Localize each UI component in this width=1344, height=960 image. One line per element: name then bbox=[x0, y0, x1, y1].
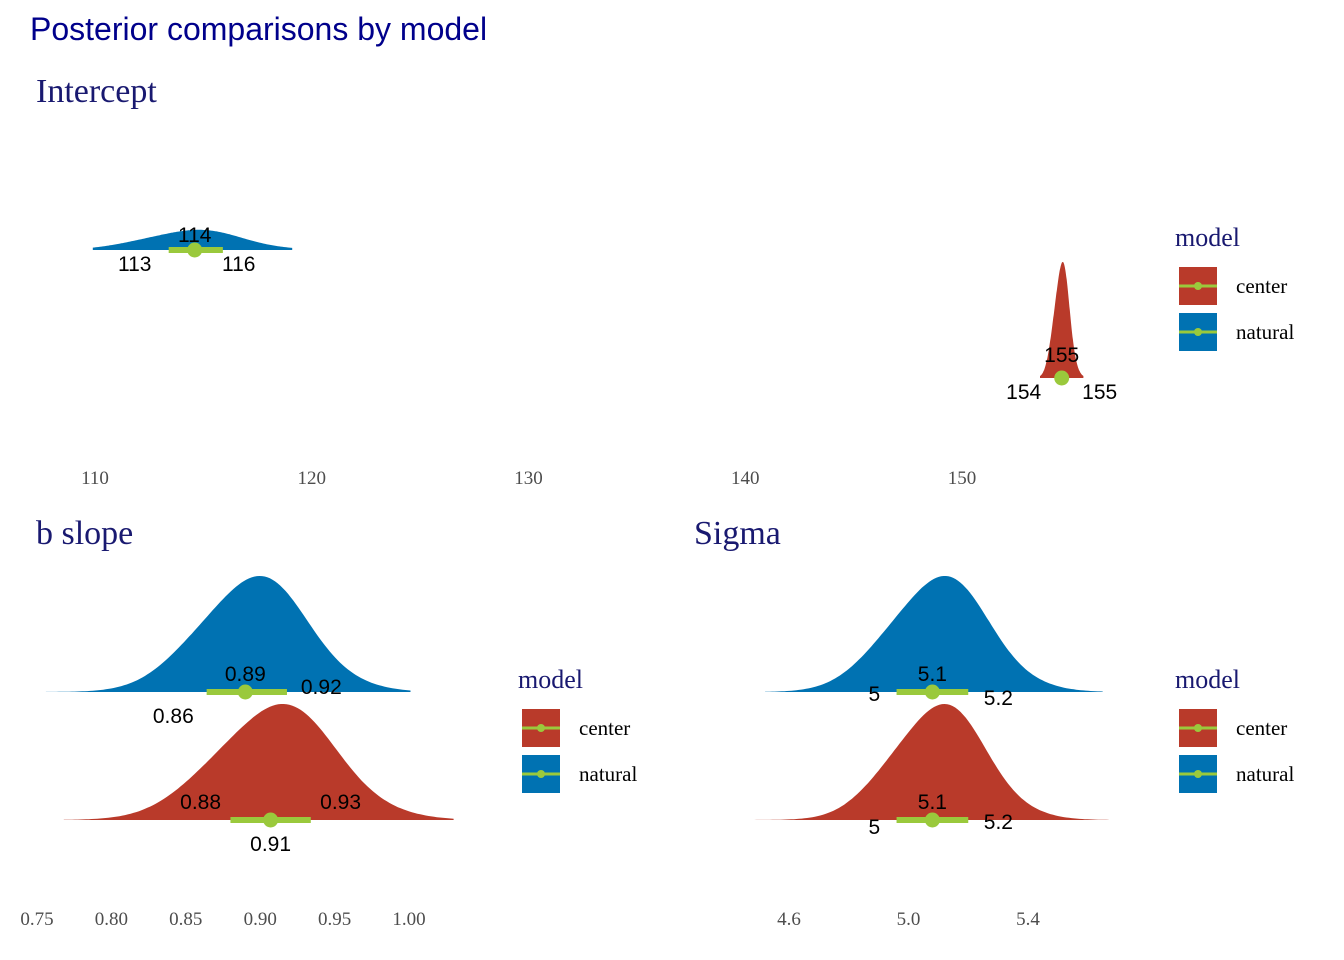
x-tick-label: 140 bbox=[731, 468, 760, 489]
value-label-high: 0.93 bbox=[320, 791, 361, 814]
x-tick-label: 0.75 bbox=[20, 909, 53, 930]
point-estimate-natural bbox=[187, 242, 203, 258]
x-tick-label: 110 bbox=[81, 468, 109, 489]
density-natural bbox=[92, 229, 293, 250]
point-estimate-center bbox=[263, 812, 279, 828]
value-label-high: 116 bbox=[222, 253, 255, 276]
legend-label-center: center bbox=[1236, 274, 1287, 298]
x-tick-label: 130 bbox=[514, 468, 543, 489]
legend-title: model bbox=[1175, 223, 1240, 252]
legend-key-point bbox=[1194, 724, 1202, 732]
x-tick-label: 5.0 bbox=[897, 909, 921, 930]
figure-title: Posterior comparisons by model bbox=[30, 11, 487, 47]
legend-key-point bbox=[1194, 328, 1202, 336]
x-tick-label: 0.80 bbox=[95, 909, 128, 930]
point-estimate-natural bbox=[237, 684, 253, 700]
value-label-high: 5.2 bbox=[984, 687, 1013, 710]
value-label-low: 154 bbox=[1006, 381, 1041, 404]
legend-key-point bbox=[537, 724, 545, 732]
value-label-mid: 155 bbox=[1044, 344, 1079, 367]
legend-key-point bbox=[1194, 770, 1202, 778]
legend: model center natural bbox=[1175, 223, 1294, 351]
density-center bbox=[1040, 262, 1084, 378]
legend-title: model bbox=[1175, 665, 1240, 694]
density-natural bbox=[45, 576, 411, 692]
panel-title: b slope bbox=[36, 515, 133, 552]
x-tick-label: 0.95 bbox=[318, 909, 351, 930]
x-tick-label: 5.4 bbox=[1016, 909, 1040, 930]
value-label-mid: 114 bbox=[178, 224, 212, 247]
point-estimate-center bbox=[924, 812, 940, 828]
legend-label-center: center bbox=[1236, 716, 1287, 740]
point-estimate-center bbox=[1054, 370, 1070, 386]
value-label-mid: 5.1 bbox=[918, 791, 947, 814]
legend-label-center: center bbox=[579, 716, 630, 740]
value-label-mid: 0.91 bbox=[250, 833, 291, 856]
value-label-low: 113 bbox=[118, 253, 151, 276]
legend-label-natural: natural bbox=[1236, 762, 1294, 786]
x-tick-label: 150 bbox=[948, 468, 977, 489]
legends: modelcenternaturalmodelcenternaturalmode… bbox=[518, 223, 1294, 793]
value-label-high: 5.2 bbox=[984, 811, 1013, 834]
x-tick-label: 4.6 bbox=[777, 909, 801, 930]
x-tick-label: 0.90 bbox=[244, 909, 277, 930]
value-label-low: 0.88 bbox=[180, 791, 221, 814]
value-label-mid: 5.1 bbox=[918, 663, 947, 686]
legend-key-point bbox=[537, 770, 545, 778]
legend: model center natural bbox=[1175, 665, 1294, 793]
panel-2: Sigma 4.6 5.0 5.4 5.1 5 5.2 5.1 5 5.2 bbox=[694, 515, 1109, 930]
panel-1: b slope 0.75 0.80 0.85 0.90 0.95 1.00 0.91 0.88 0… bbox=[20, 515, 454, 930]
value-label-low: 5 bbox=[869, 683, 881, 706]
legend: model center natural bbox=[518, 665, 637, 793]
legend-key-point bbox=[1194, 282, 1202, 290]
legend-label-natural: natural bbox=[579, 762, 637, 786]
value-label-mid: 0.89 bbox=[225, 663, 266, 686]
x-tick-label: 120 bbox=[298, 468, 327, 489]
point-estimate-natural bbox=[924, 684, 940, 700]
density-center bbox=[738, 704, 1109, 820]
panel-title: Sigma bbox=[694, 515, 781, 552]
value-label-high: 0.92 bbox=[301, 676, 342, 699]
legend-title: model bbox=[518, 665, 583, 694]
density-center bbox=[63, 704, 454, 820]
value-label-high: 155 bbox=[1082, 381, 1117, 404]
legend-label-natural: natural bbox=[1236, 320, 1294, 344]
value-label-low: 5 bbox=[869, 816, 881, 839]
x-tick-label: 1.00 bbox=[392, 909, 425, 930]
density-natural bbox=[765, 576, 1103, 692]
panel-title: Intercept bbox=[36, 73, 157, 110]
value-label-low: 0.86 bbox=[153, 705, 194, 728]
x-tick-label: 0.85 bbox=[169, 909, 202, 930]
